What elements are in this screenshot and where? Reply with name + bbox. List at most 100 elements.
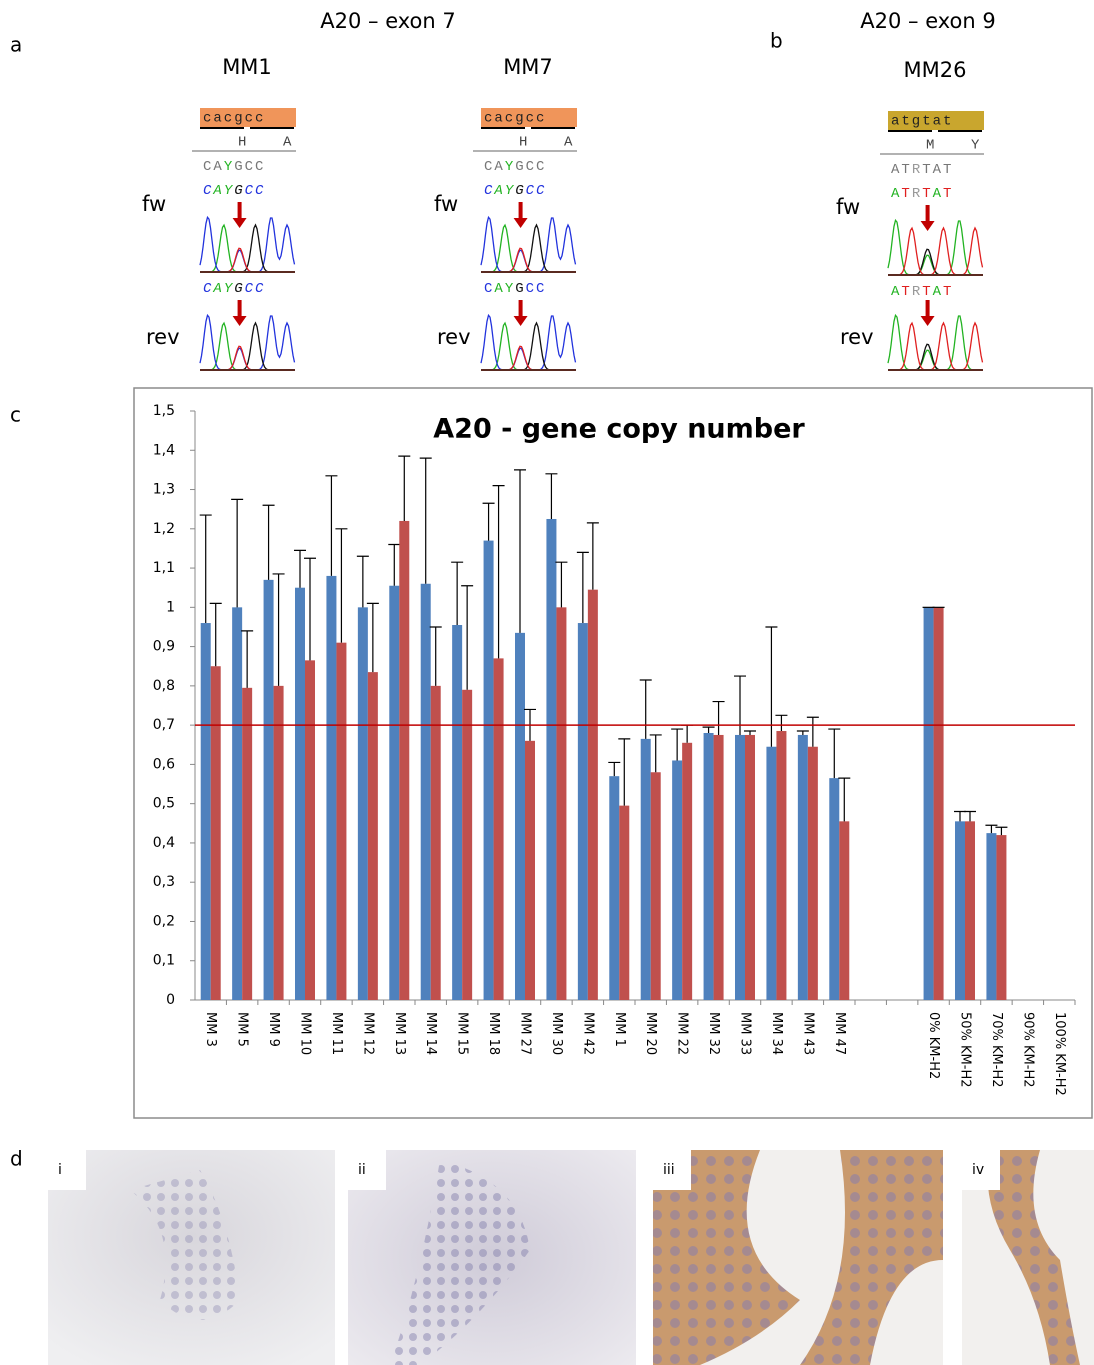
bar	[807, 746, 818, 1000]
bar	[210, 666, 221, 1000]
arrow	[513, 202, 528, 228]
error-bar	[356, 555, 369, 608]
x-tick-label: MM 18	[486, 1012, 501, 1055]
bar	[829, 778, 840, 1000]
bar	[200, 623, 211, 1000]
x-tick-label: MM 20	[643, 1012, 658, 1055]
x-tick-label: MM 33	[738, 1012, 753, 1055]
image-label-box	[653, 1150, 691, 1190]
error-bar	[806, 716, 819, 747]
chromatogram-trace	[481, 321, 576, 371]
error-bar	[294, 549, 306, 588]
error-bar	[618, 738, 631, 806]
bar	[986, 833, 997, 1000]
error-bar	[325, 475, 338, 576]
error-bar	[241, 630, 254, 688]
chart-frame	[133, 387, 1093, 1119]
error-bar	[985, 824, 998, 834]
error-bar	[576, 551, 589, 624]
panel-label: a	[10, 33, 22, 57]
error-bar	[681, 724, 694, 743]
x-tick-label: MM 10	[298, 1012, 313, 1055]
y-tick-label: 0,7	[153, 717, 175, 733]
consensus-seq: CAYGCC	[203, 159, 265, 175]
y-tick-label: 1,3	[153, 482, 175, 498]
error-bar	[796, 730, 809, 735]
bar	[650, 772, 661, 1000]
error-bar	[514, 469, 526, 633]
error-bar	[461, 585, 474, 690]
bar	[305, 660, 315, 1000]
error-bar	[608, 761, 621, 777]
bar	[713, 734, 724, 1000]
bar	[609, 776, 620, 1000]
bar	[745, 734, 755, 1000]
exon-header: A20 – exon 9	[860, 9, 995, 33]
image-label: i	[58, 1162, 62, 1178]
chromatogram-trace	[200, 321, 295, 371]
error-bar	[335, 528, 348, 643]
error-bar	[199, 514, 212, 624]
bar	[295, 587, 305, 1000]
y-tick-label: 1	[166, 599, 175, 615]
error-bar	[838, 777, 851, 822]
chromatogram-trace	[480, 215, 577, 273]
arrow	[920, 300, 935, 326]
y-tick-label: 1,1	[153, 560, 175, 576]
arrow	[920, 205, 935, 231]
amino-acid: A	[564, 135, 574, 151]
bar	[587, 589, 598, 1000]
x-tick-label: 50% KM-H2	[958, 1012, 973, 1088]
error-bar	[555, 561, 568, 608]
x-tick-label: MM 47	[832, 1012, 847, 1055]
strand-label: rev	[146, 325, 180, 349]
bar	[703, 732, 714, 1000]
chromatogram-trace	[200, 223, 295, 273]
error-bar	[366, 602, 379, 673]
x-tick-label: MM 34	[769, 1012, 784, 1055]
bar	[556, 607, 567, 1000]
sample-name: MM26	[904, 58, 967, 82]
x-tick-label: MM 9	[266, 1012, 281, 1047]
bar	[232, 607, 243, 1000]
error-bar	[586, 522, 599, 590]
chromatogram-trace	[888, 226, 984, 276]
bar	[399, 520, 410, 1000]
x-tick-label: MM 43	[800, 1012, 815, 1055]
y-tick-label: 0,4	[153, 835, 175, 851]
bar	[493, 658, 504, 1000]
y-tick-label: 1,4	[153, 442, 175, 458]
x-tick-label: MM 5	[235, 1012, 250, 1047]
bar	[735, 734, 745, 1000]
error-bar	[765, 626, 778, 747]
bar	[955, 821, 965, 1000]
bar	[462, 689, 473, 1000]
x-tick-label: MM 3	[203, 1012, 218, 1047]
error-bar	[702, 726, 715, 733]
bar	[242, 687, 253, 1000]
strand-label: rev	[840, 325, 874, 349]
tissue	[653, 1150, 943, 1365]
error-bar	[828, 728, 841, 779]
error-bar	[545, 473, 558, 519]
micrographs	[48, 1150, 1094, 1365]
bar	[515, 632, 525, 1000]
reference-seq: cacgcc	[203, 111, 265, 127]
error-bar	[964, 810, 976, 822]
error-bar	[954, 810, 966, 822]
chromatogram-trace	[480, 313, 577, 371]
error-bar	[209, 602, 222, 667]
bar	[672, 760, 683, 1000]
error-bar	[649, 734, 662, 773]
tissue	[130, 1170, 240, 1320]
bar	[682, 742, 693, 1000]
error-bar	[429, 626, 442, 686]
x-tick-label: MM 30	[549, 1012, 564, 1055]
consensus-seq: CAYGCC	[484, 159, 546, 175]
y-tick-label: 0,5	[153, 796, 175, 812]
bar	[430, 685, 441, 1000]
arrow	[232, 300, 247, 326]
x-tick-label: 100% KM-H2	[1052, 1012, 1067, 1096]
bar	[525, 740, 535, 1000]
image-label-box	[48, 1150, 86, 1190]
